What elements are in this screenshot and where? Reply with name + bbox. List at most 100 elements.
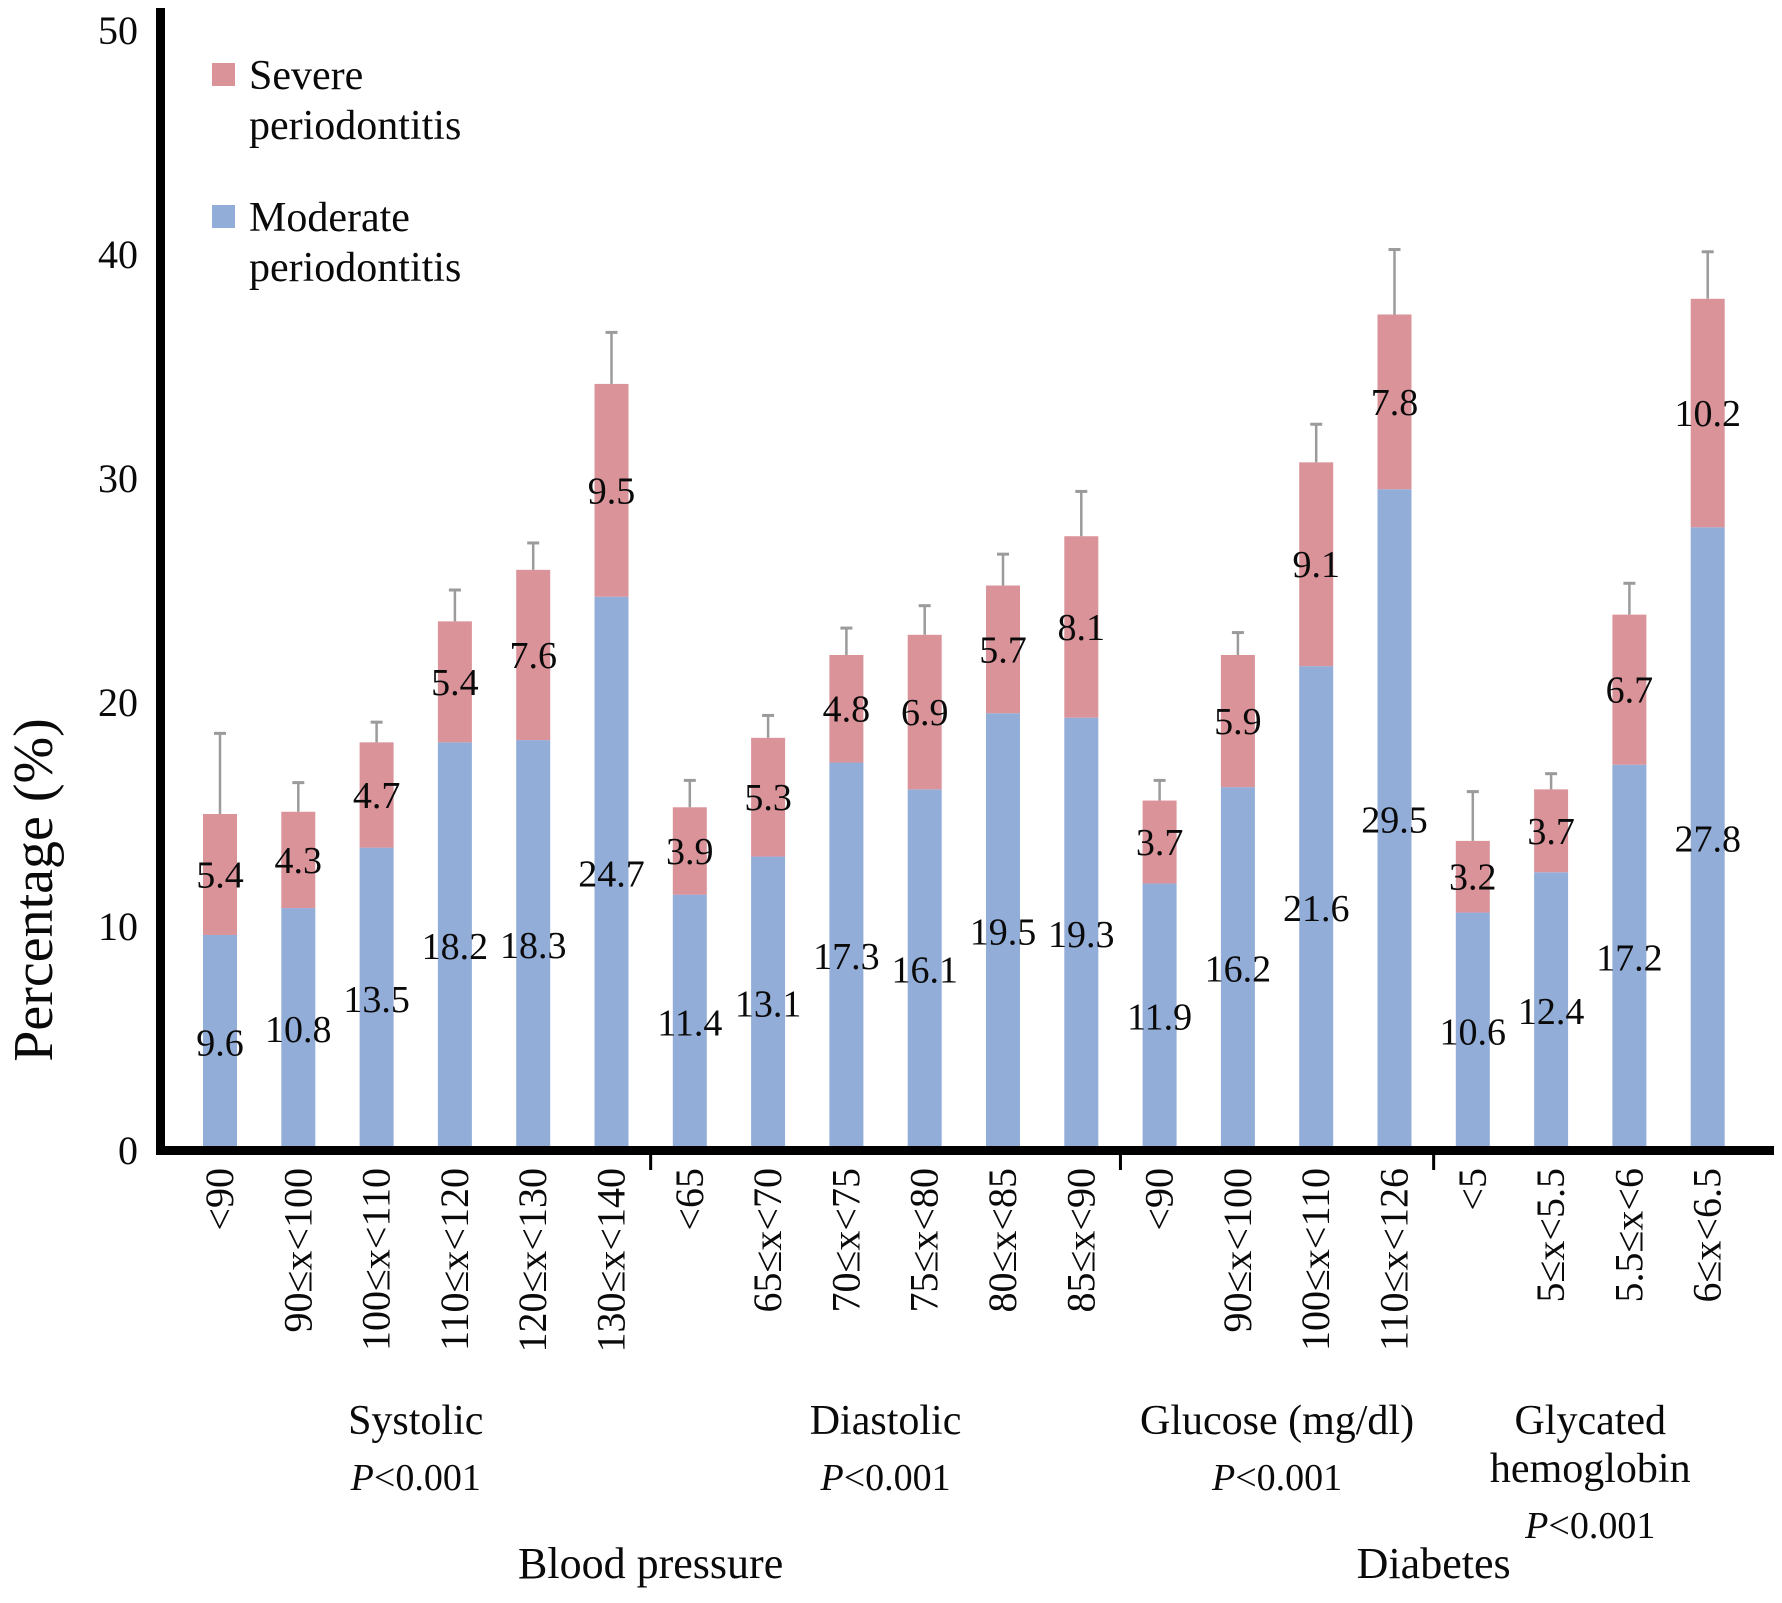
x-tick-label: <90 [197,1168,242,1231]
moderate-value-label: 11.4 [657,1002,722,1044]
severe-value-label: 5.4 [431,662,479,704]
y-axis: 0 10 20 30 40 50 Percentage (%) [3,8,165,1173]
y-axis-title: Percentage (%) [3,718,65,1062]
y-tick-label: 20 [98,680,138,725]
legend-swatch-moderate [212,205,235,228]
severe-value-label: 3.7 [1527,811,1575,853]
moderate-segment [437,742,472,1150]
bar-90≤x<100: 4.3 10.8 [265,781,332,1150]
y-tick-labels: 0 10 20 30 40 50 [98,8,138,1173]
group-label: hemoglobin [1490,1446,1691,1492]
bar-70≤x<75: 4.8 17.3 [813,626,880,1150]
x-tick-label: 100≤x<110 [354,1168,399,1351]
moderate-segment [672,894,707,1150]
severe-segment [751,737,786,857]
moderate-segment [203,934,237,1150]
severe-segment [1534,789,1569,873]
moderate-segment [1690,527,1725,1150]
severe-segment [907,634,942,790]
severe-segment [829,654,864,763]
x-tick-label: 70≤x<75 [823,1168,868,1313]
bar-75≤x<80: 6.9 16.1 [891,604,958,1150]
moderate-value-label: 16.1 [891,950,958,992]
moderate-value-label: 18.3 [500,925,567,967]
legend-swatch-severe [212,63,235,86]
moderate-value-label: 17.3 [813,936,880,978]
moderate-segment [751,856,786,1150]
moderate-value-label: 9.6 [196,1022,244,1064]
group-label: Diastolic [810,1398,962,1444]
bar-120≤x<130: 7.6 18.3 [500,541,567,1150]
x-tick-label: 110≤x<120 [432,1168,477,1351]
y-tick-label: 10 [98,904,138,949]
moderate-value-label: 19.3 [1048,914,1115,956]
x-tick-label: 80≤x<85 [980,1168,1025,1313]
severe-segment [986,585,1020,714]
x-tick-labels: <90 90≤x<100 100≤x<110 110≤x<120 120≤x<130 13… [197,1168,1730,1353]
severe-value-label: 9.1 [1292,544,1340,586]
bar-100≤x<110: 9.1 21.6 [1283,422,1350,1150]
moderate-value-label: 13.5 [343,979,410,1021]
moderate-value-label: 21.6 [1283,888,1350,930]
severe-segment [1455,840,1490,913]
severe-value-label: 7.8 [1371,382,1419,424]
severe-segment [359,742,394,848]
moderate-value-label: 24.7 [578,853,645,895]
bars-layer: 5.4 9.6 4.3 10.8 4.7 13.5 5.4 18.2 7.6 18.3 9.5 24.… [196,248,1741,1150]
severe-value-label: 4.7 [353,775,401,817]
y-tick-label: 50 [98,8,138,53]
group-p-value: P<0.001 [1211,1457,1342,1499]
group-p-value: P<0.001 [1524,1505,1655,1547]
group-separator-tick [649,1154,653,1170]
bar-5.5≤x<6: 6.7 17.2 [1596,581,1663,1150]
super-group-labels: Blood pressure Diabetes [518,1539,1511,1588]
bar-<90: 3.7 11.9 [1127,778,1192,1150]
severe-value-label: 3.7 [1136,822,1184,864]
x-tick-label: 6≤x<6.5 [1685,1168,1730,1303]
moderate-value-label: 10.8 [265,1009,332,1051]
severe-value-label: 5.9 [1214,701,1262,743]
x-axis-spine [156,1146,1774,1155]
severe-segment [1690,298,1725,528]
moderate-segment [516,740,551,1150]
severe-segment [437,621,472,743]
x-tick-label: 75≤x<80 [902,1168,947,1313]
moderate-segment [986,713,1020,1150]
x-tick-label: 65≤x<70 [745,1168,790,1313]
moderate-value-label: 19.5 [970,912,1037,954]
x-axis: <90 90≤x<100 100≤x<110 110≤x<120 120≤x<130 13… [156,1146,1774,1588]
moderate-value-label: 10.6 [1440,1011,1507,1053]
legend-label-severe-line1: Severe [249,53,363,99]
group-separator-tick [1432,1154,1436,1170]
group-separator-tick [1118,1154,1122,1170]
severe-segment [1064,536,1099,718]
super-group-label: Diabetes [1357,1539,1511,1588]
moderate-segment [281,908,316,1150]
moderate-segment [1299,666,1334,1150]
group-p-value: P<0.001 [350,1457,481,1499]
x-tick-label: 85≤x<90 [1058,1168,1103,1313]
x-tick-label: <65 [667,1168,712,1231]
bar-6≤x<6.5: 10.2 27.8 [1674,250,1741,1150]
legend-label-moderate-line2: periodontitis [249,245,461,291]
moderate-value-label: 27.8 [1674,819,1741,861]
legend-label-severe-line2: periodontitis [249,103,461,149]
group-p-value: P<0.001 [819,1457,950,1499]
bar-85≤x<90: 8.1 19.3 [1048,489,1115,1150]
y-tick-label: 30 [98,456,138,501]
bar-<65: 3.9 11.4 [657,778,722,1150]
severe-segment [1142,800,1177,884]
y-tick-label: 0 [118,1128,138,1173]
bar-<90: 5.4 9.6 [196,731,244,1150]
y-tick-label: 40 [98,232,138,277]
legend-label-moderate-line1: Moderate [249,195,410,241]
bar-<5: 3.2 10.6 [1440,790,1507,1150]
severe-value-label: 5.3 [744,777,792,819]
moderate-value-label: 13.1 [735,983,802,1025]
moderate-segment [359,847,394,1150]
x-tick-label: 120≤x<130 [510,1168,555,1353]
x-tick-label: <90 [1137,1168,1182,1231]
bar-80≤x<85: 5.7 19.5 [970,552,1037,1150]
severe-value-label: 7.6 [509,635,557,677]
bar-110≤x<126: 7.8 29.5 [1361,248,1428,1150]
